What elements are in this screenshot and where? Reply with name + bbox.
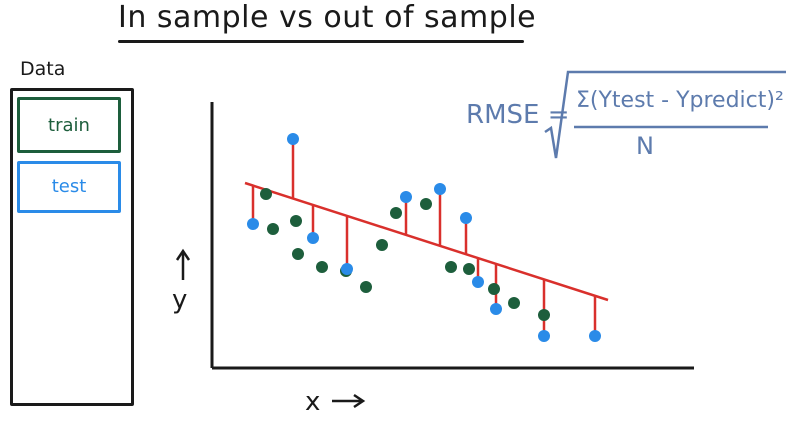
- train-point: [316, 261, 328, 273]
- train-point: [360, 281, 372, 293]
- test-point: [490, 303, 502, 315]
- train-point: [260, 188, 272, 200]
- test-point: [460, 212, 472, 224]
- test-point: [307, 232, 319, 244]
- regression-line: [244, 181, 609, 302]
- train-point: [267, 223, 279, 235]
- train-point: [463, 263, 475, 275]
- train-point: [508, 297, 520, 309]
- train-point: [376, 239, 388, 251]
- test-box: test: [17, 161, 121, 213]
- data-panel-label: Data: [20, 58, 66, 80]
- test-point: [341, 263, 353, 275]
- train-box: train: [17, 97, 121, 153]
- test-point: [247, 218, 259, 230]
- train-point: [390, 207, 402, 219]
- test-point: [589, 330, 601, 342]
- y-axis-label: y: [172, 285, 187, 315]
- train-point: [445, 261, 457, 273]
- test-points: [247, 133, 601, 342]
- test-point: [434, 183, 446, 195]
- test-point: [400, 191, 412, 203]
- x-arrow-icon: [332, 393, 366, 409]
- residual-lines: [251, 139, 597, 336]
- page-title: In sample vs out of sample: [118, 0, 537, 35]
- train-point: [290, 215, 302, 227]
- title-underline: [118, 40, 524, 43]
- rmse-label: RMSE =: [466, 100, 570, 130]
- test-point: [287, 133, 299, 145]
- test-point: [538, 330, 550, 342]
- x-axis-label: x: [305, 387, 320, 417]
- train-point: [292, 248, 304, 260]
- rmse-numerator: Σ(Ytest - Ypredict)²: [576, 88, 784, 113]
- train-point: [420, 198, 432, 210]
- y-arrow-icon: [175, 248, 191, 280]
- sqrt-sign: [544, 70, 786, 159]
- rmse-denominator: N: [636, 132, 654, 160]
- train-point: [488, 283, 500, 295]
- test-point: [472, 276, 484, 288]
- train-point: [538, 309, 550, 321]
- data-panel: [10, 88, 134, 406]
